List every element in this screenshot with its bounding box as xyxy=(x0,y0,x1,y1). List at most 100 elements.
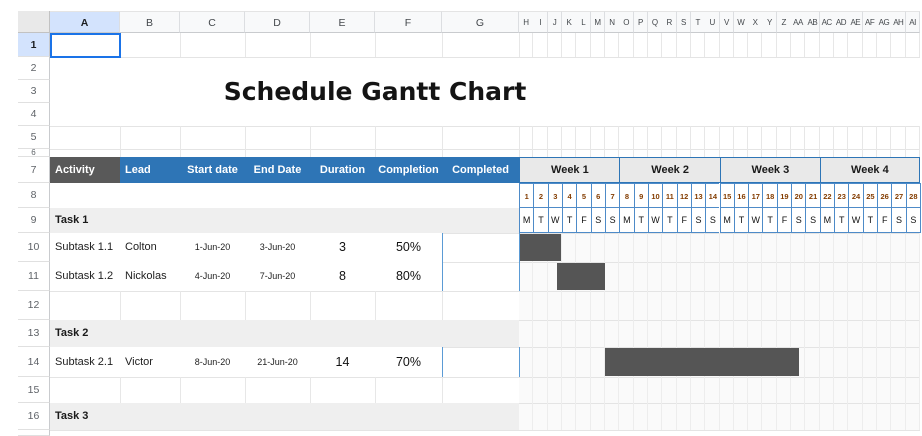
selected-cell-a1[interactable] xyxy=(50,33,121,58)
task-group-row[interactable]: Task 2 xyxy=(50,320,519,347)
column-header-G[interactable]: G xyxy=(442,11,519,33)
activity-cell[interactable]: Subtask 1.1 xyxy=(50,233,120,262)
column-header-V[interactable]: V xyxy=(719,11,735,33)
column-header-AA[interactable]: AA xyxy=(791,11,806,33)
h-gridline xyxy=(50,149,920,150)
column-header-AH[interactable]: AH xyxy=(891,11,907,33)
column-header-Y[interactable]: Y xyxy=(762,11,778,33)
row-header-13[interactable]: 13 xyxy=(18,320,50,347)
column-header-AG[interactable]: AG xyxy=(877,11,892,33)
column-header-D[interactable]: D xyxy=(245,11,310,33)
header-end-date[interactable]: End Date xyxy=(245,157,310,183)
v-gridline xyxy=(310,208,311,430)
column-header-W[interactable]: W xyxy=(733,11,749,33)
column-header-R[interactable]: R xyxy=(662,11,678,33)
row-header-9[interactable]: 9 xyxy=(18,208,50,233)
row-header-7[interactable]: 7 xyxy=(18,157,50,183)
activity-cell[interactable]: Subtask 1.2 xyxy=(50,262,120,291)
column-header-O[interactable]: O xyxy=(619,11,635,33)
column-header-S[interactable]: S xyxy=(676,11,692,33)
row-header-2[interactable]: 2 xyxy=(18,57,50,80)
column-header-H[interactable]: H xyxy=(519,11,534,33)
column-header-U[interactable]: U xyxy=(705,11,720,33)
row-header-15[interactable]: 15 xyxy=(18,377,50,403)
end-date-cell[interactable]: 21-Jun-20 xyxy=(245,347,310,377)
column-header-T[interactable]: T xyxy=(690,11,706,33)
end-date-cell[interactable]: 7-Jun-20 xyxy=(245,262,310,291)
column-header-AC[interactable]: AC xyxy=(819,11,835,33)
row-header-17[interactable] xyxy=(18,430,50,436)
day-number-cell: 7 xyxy=(604,183,620,208)
column-header-N[interactable]: N xyxy=(604,11,620,33)
column-header-AF[interactable]: AF xyxy=(862,11,878,33)
start-date-cell[interactable]: 1-Jun-20 xyxy=(180,233,245,262)
lead-cell[interactable]: Victor xyxy=(120,347,180,377)
v-gridline xyxy=(718,33,720,57)
column-header-P[interactable]: P xyxy=(633,11,649,33)
day-letter-cell: M xyxy=(819,208,835,233)
column-header-I[interactable]: I xyxy=(533,11,549,33)
gantt-bar-subtask-1-2[interactable] xyxy=(556,263,605,290)
header-duration[interactable]: Duration xyxy=(310,157,375,183)
row-header-3[interactable]: 3 xyxy=(18,80,50,103)
sheet-title: Schedule Gantt Chart xyxy=(223,77,527,106)
lead-cell[interactable]: Colton xyxy=(120,233,180,262)
header-activity[interactable]: Activity xyxy=(50,157,120,183)
day-letter-cell: M xyxy=(719,208,734,233)
row-header-6[interactable]: 6 xyxy=(18,149,50,157)
row-header-16[interactable]: 16 xyxy=(18,403,50,430)
duration-cell[interactable]: 8 xyxy=(310,262,375,291)
column-header-F[interactable]: F xyxy=(375,11,442,33)
gantt-day-gridline xyxy=(804,233,806,430)
activity-cell[interactable]: Subtask 2.1 xyxy=(50,347,120,377)
column-header-J[interactable]: J xyxy=(547,11,563,33)
column-header-L[interactable]: L xyxy=(576,11,592,33)
row-header-4[interactable]: 4 xyxy=(18,103,50,126)
header-completed[interactable]: Completed xyxy=(442,157,519,183)
task-group-row[interactable]: Task 1 xyxy=(50,208,519,233)
lead-cell[interactable]: Nickolas xyxy=(120,262,180,291)
start-date-cell[interactable]: 4-Jun-20 xyxy=(180,262,245,291)
column-header-E[interactable]: E xyxy=(310,11,375,33)
day-letter-cell: T xyxy=(633,208,648,233)
task-group-row[interactable]: Task 3 xyxy=(50,403,519,430)
day-letter-cell: S xyxy=(604,208,620,233)
column-header-B[interactable]: B xyxy=(120,11,180,33)
row-header-8[interactable]: 8 xyxy=(18,183,50,208)
column-header-AE[interactable]: AE xyxy=(848,11,864,33)
column-header-X[interactable]: X xyxy=(748,11,763,33)
v-gridline xyxy=(375,126,376,157)
day-letter-cell: T xyxy=(834,208,849,233)
duration-cell[interactable]: 3 xyxy=(310,233,375,262)
column-header-A[interactable]: A xyxy=(50,11,120,33)
column-header-K[interactable]: K xyxy=(561,11,577,33)
column-header-AI[interactable]: AI xyxy=(905,11,921,33)
header-completion[interactable]: Completion xyxy=(375,157,442,183)
column-header-AD[interactable]: AD xyxy=(834,11,849,33)
row-header-14[interactable]: 14 xyxy=(18,347,50,377)
header-lead[interactable]: Lead xyxy=(120,157,180,183)
column-header-C[interactable]: C xyxy=(180,11,245,33)
row-header-12[interactable]: 12 xyxy=(18,291,50,320)
gantt-bar-subtask-1-1[interactable] xyxy=(519,234,561,261)
gantt-bar-subtask-2-1[interactable] xyxy=(604,348,799,376)
completion-cell[interactable]: 50% xyxy=(375,233,442,262)
row-header-10[interactable]: 10 xyxy=(18,233,50,262)
column-header-AB[interactable]: AB xyxy=(805,11,821,33)
header-start-date[interactable]: Start date xyxy=(180,157,245,183)
row-header-11[interactable]: 11 xyxy=(18,262,50,291)
day-number-cell: 15 xyxy=(719,183,734,208)
day-number-cell: 9 xyxy=(633,183,648,208)
row-header-1[interactable]: 1 xyxy=(18,33,50,57)
completion-cell[interactable]: 80% xyxy=(375,262,442,291)
column-header-M[interactable]: M xyxy=(590,11,606,33)
completion-cell[interactable]: 70% xyxy=(375,347,442,377)
v-gridline xyxy=(245,33,246,57)
row-header-5[interactable]: 5 xyxy=(18,126,50,149)
duration-cell[interactable]: 14 xyxy=(310,347,375,377)
column-header-Z[interactable]: Z xyxy=(776,11,792,33)
select-all-corner[interactable] xyxy=(18,11,50,33)
end-date-cell[interactable]: 3-Jun-20 xyxy=(245,233,310,262)
column-header-Q[interactable]: Q xyxy=(647,11,663,33)
start-date-cell[interactable]: 8-Jun-20 xyxy=(180,347,245,377)
